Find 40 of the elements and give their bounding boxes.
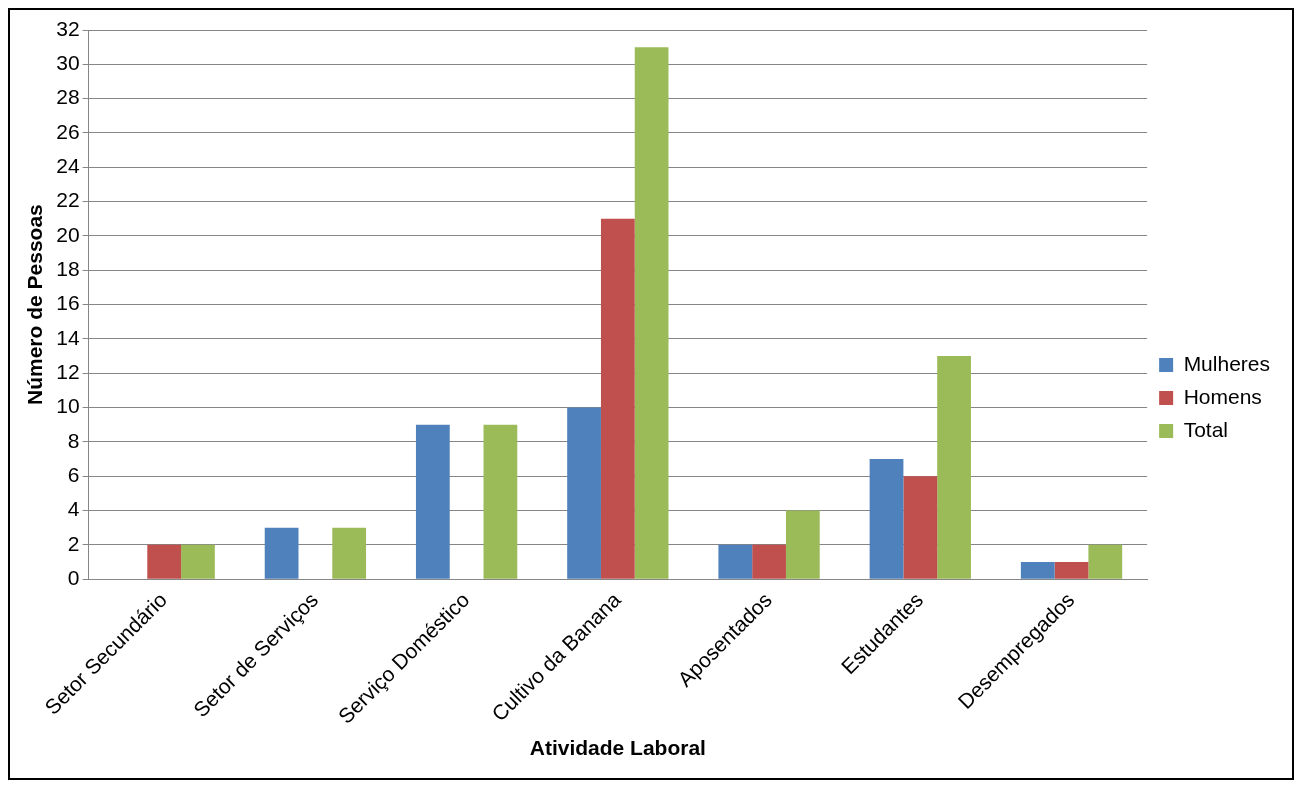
bar [634, 47, 669, 579]
y-tick-label: 18 [56, 257, 80, 281]
bar [483, 424, 518, 579]
bar [600, 218, 635, 579]
y-tick-label: 0 [67, 566, 80, 589]
bar [869, 459, 904, 579]
bar [903, 476, 938, 579]
legend-label: Homens [1183, 384, 1262, 408]
x-axis-title: Atividade Laboral [529, 736, 706, 760]
y-tick-label: 30 [56, 51, 80, 75]
bar [415, 424, 450, 579]
y-tick-label: 28 [56, 85, 80, 109]
y-tick-label: 4 [67, 497, 80, 521]
y-tick-label: 2 [67, 531, 80, 555]
y-tick-label: 22 [56, 188, 80, 212]
y-tick-label: 10 [56, 394, 80, 418]
bar [147, 544, 182, 579]
bar [1088, 544, 1123, 579]
bar [264, 527, 299, 579]
y-tick-label: 20 [56, 222, 80, 246]
y-tick-label: 8 [67, 428, 80, 452]
bar [181, 544, 215, 579]
y-tick-label: 32 [56, 16, 80, 40]
y-tick-label: 26 [56, 119, 80, 143]
bar [332, 527, 367, 579]
y-tick-label: 6 [67, 463, 80, 487]
bar [567, 407, 601, 579]
y-tick-label: 14 [56, 325, 80, 349]
legend-label: Total [1183, 417, 1228, 441]
bar [1020, 562, 1055, 579]
y-axis-title: Número de Pessoas [23, 204, 47, 405]
bar [752, 544, 786, 579]
y-tick-label: 16 [56, 291, 80, 315]
y-tick-label: 24 [56, 154, 80, 178]
bar [785, 510, 820, 579]
y-tick-label: 12 [56, 360, 80, 384]
bar [718, 544, 753, 579]
legend-label: Mulheres [1183, 351, 1271, 375]
bar [1054, 562, 1089, 579]
bar [937, 356, 971, 579]
